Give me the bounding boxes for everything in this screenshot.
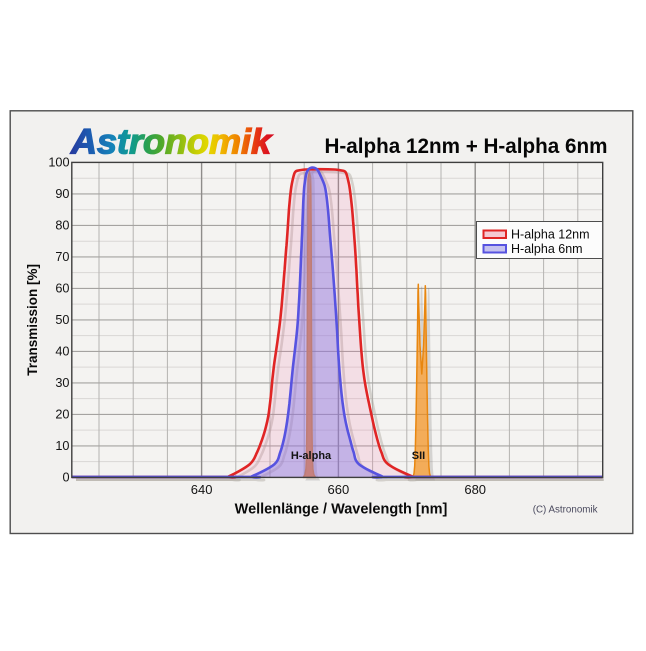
svg-text:640: 640 (191, 482, 213, 497)
svg-text:70: 70 (55, 250, 69, 264)
svg-text:Transmission [%]: Transmission [%] (25, 264, 40, 376)
svg-text:H-alpha 6nm: H-alpha 6nm (511, 242, 583, 256)
svg-text:H-alpha 12nm: H-alpha 12nm (511, 227, 590, 241)
svg-text:30: 30 (55, 376, 69, 390)
svg-text:680: 680 (464, 482, 486, 497)
svg-text:0: 0 (62, 471, 69, 485)
svg-text:H-alpha 12nm + H-alpha 6nm: H-alpha 12nm + H-alpha 6nm (325, 134, 608, 158)
svg-text:10: 10 (55, 439, 69, 453)
svg-text:20: 20 (55, 408, 69, 422)
svg-text:H-alpha: H-alpha (291, 450, 332, 462)
svg-text:660: 660 (328, 482, 350, 497)
svg-text:(C) Astronomik: (C) Astronomik (533, 505, 598, 516)
svg-text:40: 40 (55, 345, 69, 359)
svg-text:Wellenlänge / Wavelength [nm]: Wellenlänge / Wavelength [nm] (235, 502, 448, 518)
svg-text:100: 100 (48, 156, 69, 170)
svg-text:80: 80 (55, 219, 69, 233)
svg-text:50: 50 (55, 313, 69, 327)
svg-text:SII: SII (412, 450, 425, 462)
svg-text:Astronomik: Astronomik (70, 122, 273, 162)
svg-text:60: 60 (55, 282, 69, 296)
svg-text:90: 90 (55, 187, 69, 201)
